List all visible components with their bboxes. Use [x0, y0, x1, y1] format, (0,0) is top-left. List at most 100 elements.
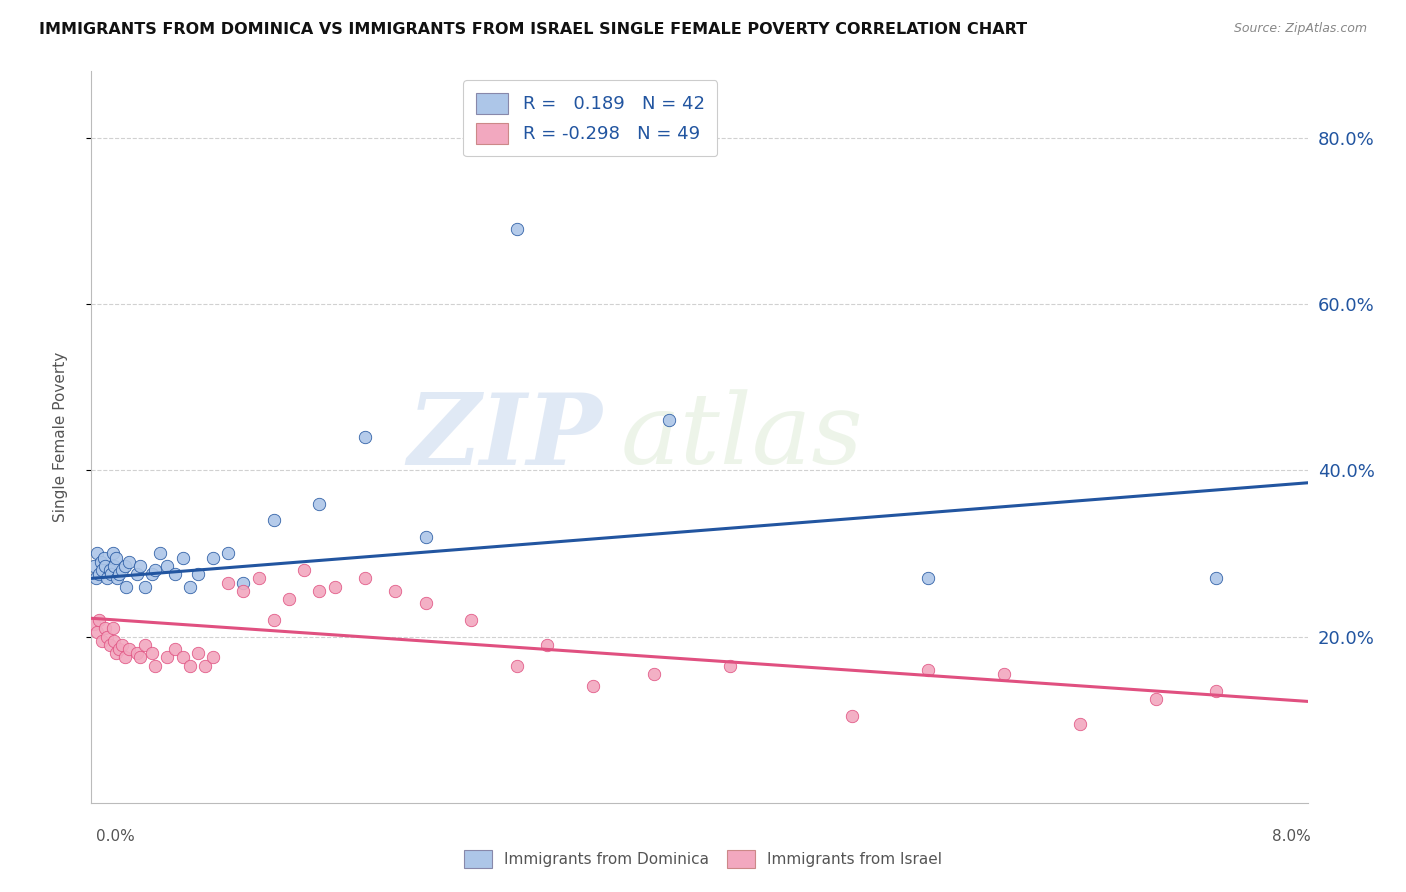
Point — [103, 633, 125, 648]
Point — [93, 550, 115, 565]
Point — [179, 580, 201, 594]
Point — [96, 630, 118, 644]
Point — [506, 222, 529, 236]
Point — [156, 650, 179, 665]
Point — [156, 558, 179, 573]
Point — [415, 596, 437, 610]
Point — [101, 546, 124, 560]
Point — [107, 642, 129, 657]
Point — [506, 658, 529, 673]
Point — [87, 567, 110, 582]
Point — [129, 558, 152, 573]
Point — [105, 571, 128, 585]
Point — [172, 650, 194, 665]
Point — [187, 646, 209, 660]
Point — [87, 613, 110, 627]
Text: Source: ZipAtlas.com: Source: ZipAtlas.com — [1233, 22, 1367, 36]
Point — [217, 575, 239, 590]
Point — [217, 546, 239, 560]
Point — [111, 563, 134, 577]
Point — [172, 550, 194, 565]
Text: atlas: atlas — [620, 390, 863, 484]
Point — [1069, 716, 1091, 731]
Point — [354, 430, 377, 444]
Point — [114, 650, 136, 665]
Point — [94, 621, 117, 635]
Point — [149, 546, 172, 560]
Point — [125, 646, 148, 660]
Point — [247, 571, 270, 585]
Point — [141, 567, 163, 582]
Point — [134, 580, 156, 594]
Point — [354, 571, 377, 585]
Point — [118, 555, 141, 569]
Point — [263, 613, 285, 627]
Point — [643, 667, 665, 681]
Point — [292, 563, 315, 577]
Point — [103, 558, 125, 573]
Point — [278, 592, 301, 607]
Point — [104, 646, 127, 660]
Point — [232, 583, 254, 598]
Legend: R =   0.189   N = 42, R = -0.298   N = 49: R = 0.189 N = 42, R = -0.298 N = 49 — [463, 80, 717, 156]
Text: 0.0%: 0.0% — [96, 830, 135, 844]
Point — [83, 617, 105, 632]
Point — [118, 642, 141, 657]
Point — [263, 513, 285, 527]
Point — [460, 613, 482, 627]
Point — [582, 680, 605, 694]
Point — [86, 546, 108, 560]
Point — [98, 563, 121, 577]
Point — [194, 658, 217, 673]
Point — [115, 580, 138, 594]
Point — [86, 625, 108, 640]
Point — [993, 667, 1015, 681]
Point — [308, 497, 330, 511]
Point — [134, 638, 156, 652]
Point — [308, 583, 330, 598]
Y-axis label: Single Female Poverty: Single Female Poverty — [53, 352, 67, 522]
Point — [202, 550, 225, 565]
Point — [1205, 683, 1227, 698]
Point — [143, 658, 166, 673]
Point — [187, 567, 209, 582]
Point — [111, 638, 134, 652]
Point — [718, 658, 741, 673]
Point — [101, 621, 124, 635]
Point — [91, 563, 114, 577]
Point — [84, 571, 107, 585]
Text: 8.0%: 8.0% — [1271, 830, 1310, 844]
Point — [129, 650, 152, 665]
Point — [1205, 571, 1227, 585]
Point — [179, 658, 201, 673]
Point — [658, 413, 681, 427]
Point — [1144, 692, 1167, 706]
Point — [114, 558, 136, 573]
Point — [96, 571, 118, 585]
Point — [917, 663, 939, 677]
Point — [91, 633, 114, 648]
Point — [83, 558, 105, 573]
Point — [384, 583, 406, 598]
Legend: Immigrants from Dominica, Immigrants from Israel: Immigrants from Dominica, Immigrants fro… — [458, 844, 948, 873]
Point — [89, 555, 111, 569]
Point — [107, 567, 129, 582]
Point — [98, 638, 121, 652]
Point — [323, 580, 346, 594]
Point — [100, 567, 122, 582]
Point — [163, 642, 186, 657]
Point — [141, 646, 163, 660]
Point — [415, 530, 437, 544]
Point — [104, 550, 127, 565]
Point — [94, 558, 117, 573]
Point — [917, 571, 939, 585]
Point — [841, 708, 863, 723]
Point — [125, 567, 148, 582]
Point — [163, 567, 186, 582]
Text: IMMIGRANTS FROM DOMINICA VS IMMIGRANTS FROM ISRAEL SINGLE FEMALE POVERTY CORRELA: IMMIGRANTS FROM DOMINICA VS IMMIGRANTS F… — [39, 22, 1028, 37]
Point — [536, 638, 558, 652]
Point — [143, 563, 166, 577]
Point — [202, 650, 225, 665]
Point — [232, 575, 254, 590]
Text: ZIP: ZIP — [408, 389, 602, 485]
